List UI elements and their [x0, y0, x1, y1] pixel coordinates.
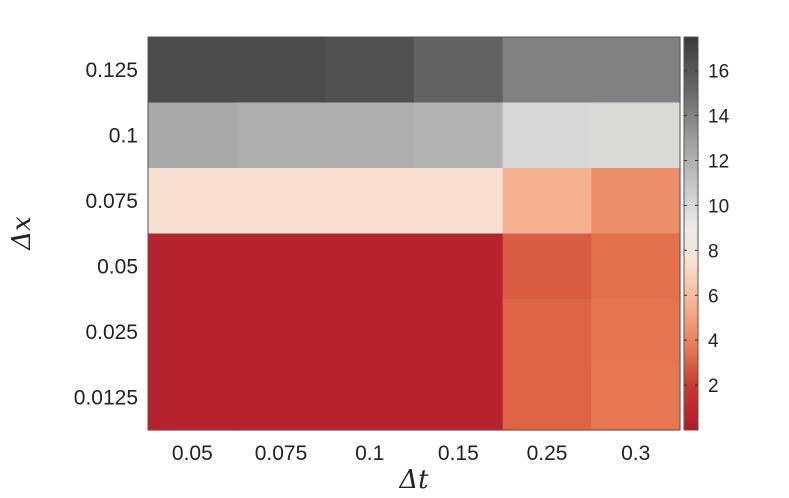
- heatmap-cell-r3-c5: [591, 233, 681, 300]
- heatmap-cell-r1-c2: [325, 102, 415, 169]
- heatmap-cell-r2-c4: [502, 168, 592, 235]
- colorbar-tick-label: 2: [708, 376, 719, 397]
- y-tick-label: 0.1: [109, 124, 138, 147]
- colorbar-tick-label: 14: [708, 107, 730, 128]
- x-tick-labels: 0.05 0.075 0.1 0.15 0.25 0.3: [172, 442, 650, 465]
- x-tick-label: 0.25: [527, 442, 568, 465]
- colorbar-tick-label: 6: [708, 286, 719, 307]
- heatmap-cell-r0-c2: [325, 37, 415, 104]
- heatmap-cell-r2-c0: [148, 168, 238, 235]
- heatmap-cells: [148, 37, 681, 431]
- heatmap-cell-r5-c3: [414, 364, 504, 431]
- colorbar-tick-label: 4: [708, 331, 719, 352]
- heatmap-cell-r0-c0: [148, 37, 238, 104]
- x-axis-label: Δt: [398, 465, 429, 495]
- colorbar-tick-label: 8: [708, 241, 719, 262]
- heatmap-cell-r1-c1: [236, 102, 326, 169]
- x-tick-label: 0.05: [172, 442, 213, 465]
- heatmap-cell-r4-c1: [236, 299, 326, 366]
- heatmap-cell-r0-c1: [236, 37, 326, 104]
- heatmap-cell-r4-c3: [414, 299, 504, 366]
- heatmap-cell-r4-c2: [325, 299, 415, 366]
- x-tick-label: 0.3: [621, 442, 650, 465]
- heatmap-cell-r0-c4: [502, 37, 592, 104]
- heatmap-cell-r1-c5: [591, 102, 681, 169]
- heatmap-cell-r3-c3: [414, 233, 504, 300]
- y-tick-labels: 0.125 0.1 0.075 0.05 0.025 0.0125: [74, 59, 138, 410]
- heatmap-cell-r5-c2: [325, 364, 415, 431]
- heatmap-cell-r2-c3: [414, 168, 504, 235]
- y-tick-label: 0.125: [85, 59, 138, 82]
- heatmap-cell-r1-c3: [414, 102, 504, 169]
- heatmap-cell-r0-c3: [414, 37, 504, 104]
- heatmap-cell-r5-c5: [591, 364, 681, 431]
- heatmap-cell-r5-c1: [236, 364, 326, 431]
- heatmap-cell-r2-c5: [591, 168, 681, 235]
- heatmap-cell-r5-c4: [502, 364, 592, 431]
- y-tick-label: 0.075: [85, 190, 138, 213]
- x-tick-label: 0.075: [255, 442, 308, 465]
- heatmap-cell-r3-c0: [148, 233, 238, 300]
- x-tick-label: 0.1: [355, 442, 384, 465]
- heatmap-cell-r2-c1: [236, 168, 326, 235]
- colorbar-tick-label: 12: [708, 152, 729, 173]
- y-axis-label: Δx: [7, 216, 37, 251]
- heatmap-cell-r5-c0: [148, 364, 238, 431]
- x-tick-label: 0.15: [438, 442, 479, 465]
- heatmap-cell-r2-c2: [325, 168, 415, 235]
- heatmap-cell-r3-c1: [236, 233, 326, 300]
- heatmap-cell-r1-c4: [502, 102, 592, 169]
- heatmap-cell-r4-c4: [502, 299, 592, 366]
- heatmap-cell-r1-c0: [148, 102, 238, 169]
- colorbar-tick-label: 10: [708, 196, 729, 217]
- heatmap-cell-r0-c5: [591, 37, 681, 104]
- colorbar-tick-label: 16: [708, 62, 729, 83]
- heatmap-cell-r3-c4: [502, 233, 592, 300]
- plot-frame: [147, 36, 681, 431]
- y-tick-label: 0.0125: [74, 386, 138, 409]
- colorbar-ticks: 2 4 6 8 10 12 14 16: [684, 62, 730, 397]
- colorbar: [683, 36, 699, 431]
- y-tick-label: 0.05: [97, 255, 138, 278]
- heatmap-cell-r3-c2: [325, 233, 415, 300]
- heatmap-cell-r4-c0: [148, 299, 238, 366]
- y-tick-label: 0.025: [85, 321, 138, 344]
- heatmap-cell-r4-c5: [591, 299, 681, 366]
